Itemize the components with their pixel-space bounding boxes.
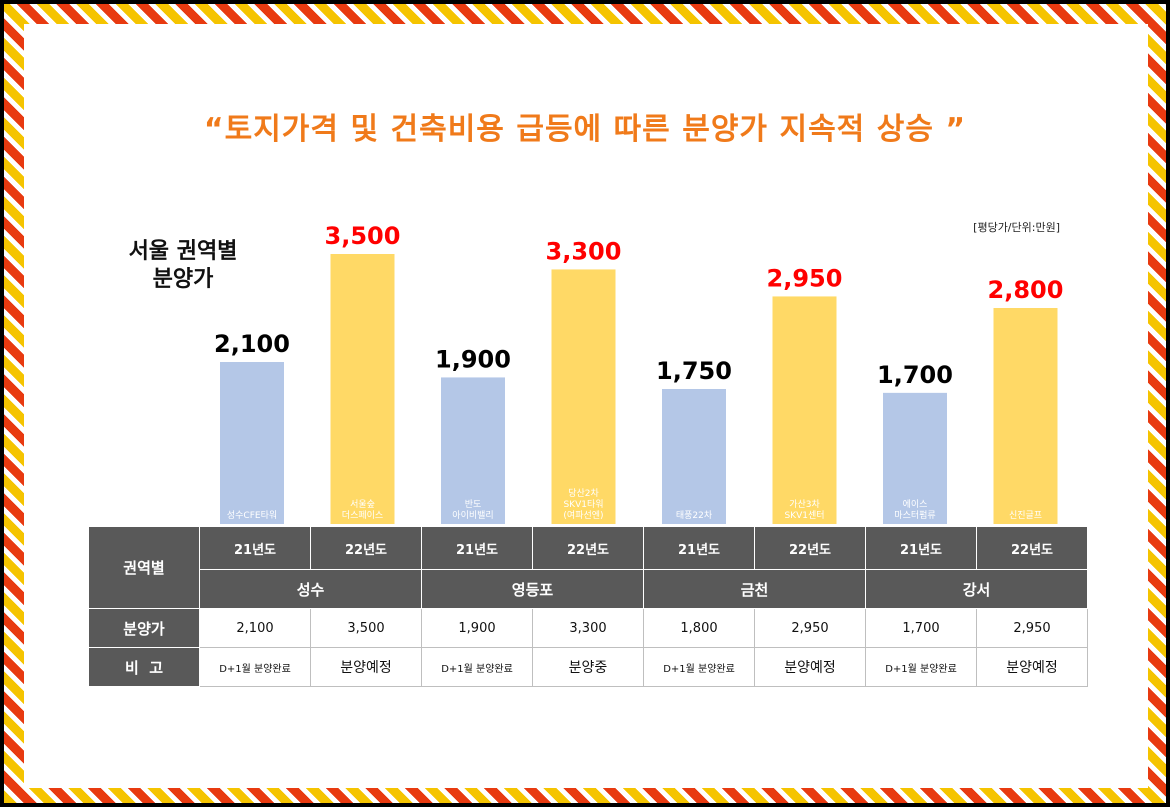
note-cell: D+1월 분양완료: [199, 647, 311, 687]
bar-value-label: 2,100: [214, 330, 290, 358]
bar-building-name: 신진글프: [1009, 510, 1042, 521]
bar-value-label: 1,900: [435, 345, 511, 373]
header-price: 분양가: [88, 608, 200, 648]
region-cell: 영등포: [421, 569, 644, 609]
year-cell: 22년도: [532, 526, 644, 570]
side-title-line-2: 분양가: [152, 267, 214, 292]
data-table: 권역별 21년도 22년도 21년도 22년도 21년도 22년도 21년도 2…: [88, 526, 1088, 687]
header-region: 권역별: [88, 526, 200, 609]
bar-building-name: 마스터펌류: [894, 509, 935, 521]
bar-value-label: 2,800: [988, 276, 1064, 304]
note-cell: D+1월 분양완료: [865, 647, 977, 687]
note-cell: 분양예정: [754, 647, 866, 687]
price-cell: 2,100: [199, 608, 311, 648]
price-cell: 2,950: [976, 608, 1088, 648]
region-cell: 금천: [643, 569, 866, 609]
slide-title: “토지가격 및 건축비용 급등에 따른 분양가 지속적 상승 ”: [203, 112, 967, 147]
note-cell: 분양예정: [976, 647, 1088, 687]
note-cell: 분양중: [532, 647, 644, 687]
bar-building-name: 가산3차: [789, 498, 820, 510]
bar-value-label: 1,750: [656, 357, 732, 385]
bar-8: [993, 308, 1058, 524]
price-cell: 1,800: [643, 608, 755, 648]
bar-building-name: (여파선엔): [563, 509, 603, 521]
year-cell: 21년도: [643, 526, 755, 570]
bar-building-name: 반도: [465, 499, 482, 510]
bar-building-name: 더스페이스: [342, 510, 383, 521]
bar-building-name: SKV1타워: [563, 499, 603, 510]
price-cell: 1,900: [421, 608, 533, 648]
bar-building-name: 아이비밸리: [452, 510, 493, 521]
region-cell: 성수: [199, 569, 422, 609]
region-cell: 강서: [865, 569, 1088, 609]
bar-building-name: 성수CFE타워: [227, 510, 277, 521]
price-cell: 3,300: [532, 608, 644, 648]
year-cell: 21년도: [865, 526, 977, 570]
bar-value-label: 1,700: [877, 361, 953, 389]
price-cell: 1,700: [865, 608, 977, 648]
note-cell: D+1월 분양완료: [421, 647, 533, 687]
bar-4: [551, 269, 616, 524]
note-cell: 분양예정: [310, 647, 422, 687]
bar-value-label: 3,500: [325, 222, 401, 250]
bar-1: [220, 362, 284, 524]
bar-5: [662, 389, 726, 524]
bar-2: [330, 254, 395, 524]
bar-6: [772, 296, 837, 524]
unit-label: [평당가/단위:만원]: [973, 221, 1060, 234]
price-cell: 2,950: [754, 608, 866, 648]
bar-7: [883, 392, 947, 524]
year-cell: 22년도: [754, 526, 866, 570]
chart-side-title: 서울 권역별 분양가: [118, 238, 248, 294]
bar-building-name: 에이스: [903, 499, 928, 510]
bar-value-label: 3,300: [546, 237, 622, 265]
bar-building-name: 태풍22차: [676, 509, 713, 521]
bar-building-name: SKV1센터: [784, 510, 824, 521]
bar-3: [441, 377, 505, 524]
year-cell: 21년도: [421, 526, 533, 570]
note-cell: D+1월 분양완료: [643, 647, 755, 687]
side-title-line-1: 서울 권역별: [128, 239, 238, 264]
header-note: 비 고: [88, 647, 200, 687]
year-cell: 22년도: [310, 526, 422, 570]
year-cell: 22년도: [976, 526, 1088, 570]
bar-building-name: 서울숲: [350, 499, 375, 510]
price-cell: 3,500: [310, 608, 422, 648]
bar-value-label: 2,950: [767, 264, 843, 292]
bar-building-name: 당산2차: [568, 487, 599, 499]
year-cell: 21년도: [199, 526, 311, 570]
